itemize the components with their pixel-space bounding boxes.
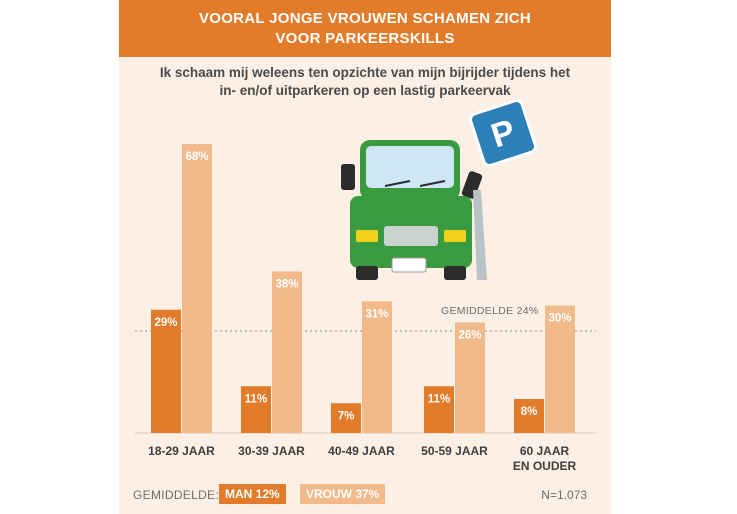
x-tick-label: 40-49 JAAR bbox=[328, 444, 395, 458]
x-tick-label: 18-29 JAAR bbox=[148, 444, 215, 458]
license-plate-icon bbox=[391, 257, 427, 273]
sample-size-label: N=1.073 bbox=[541, 488, 587, 502]
x-tick-label: 60 JAAR bbox=[520, 444, 570, 458]
bar-man-1 bbox=[241, 386, 271, 433]
parking-sign-icon bbox=[469, 99, 537, 167]
subtitle-line-2: in- en/of uitparkeren op een lastig park… bbox=[219, 83, 511, 98]
bar-value-label: 30% bbox=[548, 313, 571, 325]
sign-pole-icon bbox=[473, 190, 487, 280]
truck-illustration bbox=[341, 140, 483, 280]
chart-footer: GEMIDDELDE: MAN 12% VROUW 37% N=1.073 bbox=[119, 482, 611, 508]
windshield-icon bbox=[366, 146, 454, 188]
wiper-right-icon bbox=[419, 180, 446, 187]
left-headlight-icon bbox=[356, 230, 378, 242]
chart-subtitle: Ik schaam mij weleens ten opzichte van m… bbox=[119, 64, 611, 100]
bars-group: 29% 68% 18-29 JAAR 11% 38% 30-39 JAAR 7% 31% 40-… bbox=[148, 144, 577, 473]
right-wheel-icon bbox=[444, 266, 466, 280]
bar-value-label: 8% bbox=[521, 406, 538, 418]
wiper-left-icon bbox=[384, 180, 411, 187]
footer-average-label: GEMIDDELDE: bbox=[133, 488, 219, 502]
bar-value-label: 68% bbox=[185, 151, 208, 163]
bar-man-2 bbox=[331, 403, 361, 433]
left-mirror-icon bbox=[341, 164, 355, 190]
bar-value-label: 31% bbox=[365, 308, 388, 320]
bar-vrouw-0 bbox=[182, 144, 212, 433]
title-banner: VOORAL JONGE VROUWEN SCHAMEN ZICH VOOR P… bbox=[119, 0, 611, 57]
bar-value-label: 29% bbox=[154, 317, 177, 329]
x-tick-label: EN OUDER bbox=[513, 459, 577, 473]
bar-value-label: 26% bbox=[458, 330, 481, 342]
bar-man-4 bbox=[514, 399, 544, 433]
title-line-1: VOORAL JONGE VROUWEN SCHAMEN ZICH bbox=[198, 9, 532, 27]
average-line-label: GEMIDDELDE 24% bbox=[441, 305, 539, 317]
right-headlight-icon bbox=[444, 230, 466, 242]
legend-vrouw-badge: VROUW 37% bbox=[300, 484, 386, 504]
bar-vrouw-2 bbox=[362, 301, 392, 433]
parking-sign-illustration: P bbox=[469, 99, 537, 280]
bar-value-label: 7% bbox=[338, 410, 355, 422]
bar-man-0 bbox=[151, 309, 181, 433]
x-tick-label: 50-59 JAAR bbox=[421, 444, 488, 458]
bar-value-label: 11% bbox=[428, 393, 450, 405]
grille-icon bbox=[384, 226, 438, 246]
bar-man-3 bbox=[424, 386, 454, 433]
bar-vrouw-1 bbox=[272, 271, 302, 433]
bar-value-label: 11% bbox=[245, 393, 267, 405]
left-wheel-icon bbox=[356, 266, 378, 280]
subtitle-line-1: Ik schaam mij weleens ten opzichte van m… bbox=[159, 65, 571, 80]
right-mirror-icon bbox=[461, 171, 483, 199]
x-tick-label: 30-39 JAAR bbox=[238, 444, 305, 458]
title-line-2: VOOR PARKEERSKILLS bbox=[275, 29, 455, 47]
legend-man-badge: MAN 12% bbox=[219, 484, 286, 504]
bar-vrouw-3 bbox=[455, 322, 485, 433]
bar-value-label: 38% bbox=[275, 279, 298, 291]
bar-vrouw-4 bbox=[545, 305, 575, 433]
